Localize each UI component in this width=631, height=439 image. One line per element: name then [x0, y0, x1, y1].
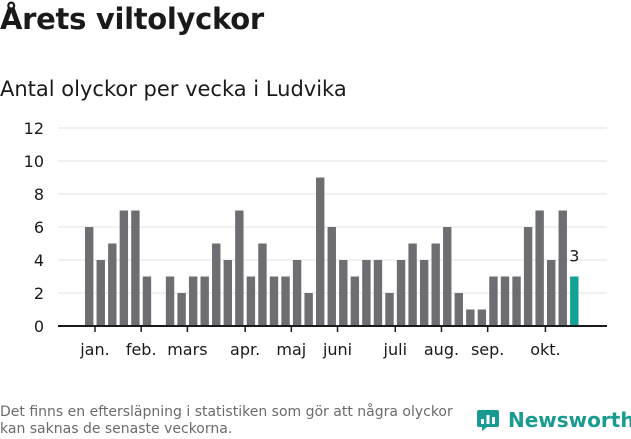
bar — [177, 293, 186, 326]
bar — [547, 260, 556, 326]
bar — [281, 276, 290, 326]
x-tick-label: maj — [276, 340, 306, 359]
bar — [500, 276, 510, 326]
bar — [96, 260, 105, 326]
bar — [454, 293, 463, 326]
bar — [142, 276, 152, 326]
bar — [489, 276, 498, 326]
y-tick-label: 2 — [34, 284, 44, 303]
x-tick-label: juli — [383, 340, 407, 359]
bar — [512, 276, 521, 326]
bar — [269, 276, 279, 326]
y-tick-label: 8 — [34, 185, 44, 204]
bar — [419, 260, 429, 326]
bar — [246, 276, 256, 326]
bar — [108, 243, 117, 326]
bar — [292, 260, 302, 326]
x-tick-label: mars — [167, 340, 207, 359]
y-axis-ticks: 0 2 4 6 8 10 12 — [24, 119, 44, 336]
x-axis-ticks: jan. feb. mars apr. maj juni juli aug. sep. okt. — [79, 326, 561, 359]
bar — [304, 293, 313, 326]
bar — [431, 243, 440, 326]
bar — [327, 227, 336, 326]
bar — [85, 227, 94, 326]
x-tick-label: apr. — [230, 340, 260, 359]
bar — [443, 227, 452, 326]
bar — [396, 260, 406, 326]
bar — [535, 210, 544, 326]
bar — [188, 276, 198, 326]
brand-name: Newsworthy — [508, 408, 631, 432]
x-tick-label: jan. — [79, 340, 109, 359]
bar — [223, 260, 232, 326]
last-value-label: 3 — [569, 247, 579, 266]
bar — [385, 293, 394, 326]
bar-chart: 0 2 4 6 8 10 12 jan. feb. mars apr. maj juni juli aug… — [24, 119, 607, 359]
y-tick-label: 4 — [34, 251, 44, 270]
y-tick-label: 10 — [24, 152, 44, 171]
newsworthy-logo-icon — [477, 410, 499, 431]
chart-subtitle: Antal olyckor per vecka i Ludvika — [0, 77, 347, 101]
x-tick-label: okt. — [530, 340, 560, 359]
bar — [119, 210, 129, 326]
bar — [235, 210, 244, 326]
bar — [200, 276, 209, 326]
bar — [339, 260, 348, 326]
x-tick-label: aug. — [424, 340, 459, 359]
bar — [131, 210, 140, 326]
bar-highlight — [570, 276, 579, 326]
footnote: Det finns en eftersläpning i statistiken… — [0, 404, 453, 437]
bar — [165, 276, 175, 326]
y-tick-label: 0 — [34, 317, 44, 336]
x-tick-label: sep. — [471, 340, 504, 359]
bar — [316, 177, 325, 326]
chart-title: Årets viltolyckor — [0, 2, 264, 36]
bar-series — [85, 177, 579, 326]
bar — [350, 276, 360, 326]
bar — [523, 227, 533, 326]
bar — [408, 243, 417, 326]
bar — [373, 260, 383, 326]
y-tick-label: 6 — [34, 218, 44, 237]
y-tick-label: 12 — [24, 119, 44, 138]
bar — [466, 309, 475, 326]
bar — [362, 260, 371, 326]
brand: Newsworthy — [476, 408, 631, 432]
bar — [477, 309, 487, 326]
bar — [212, 243, 221, 326]
bar — [258, 243, 267, 326]
bar — [558, 210, 567, 326]
x-tick-label: juni — [322, 340, 352, 359]
x-tick-label: feb. — [126, 340, 157, 359]
